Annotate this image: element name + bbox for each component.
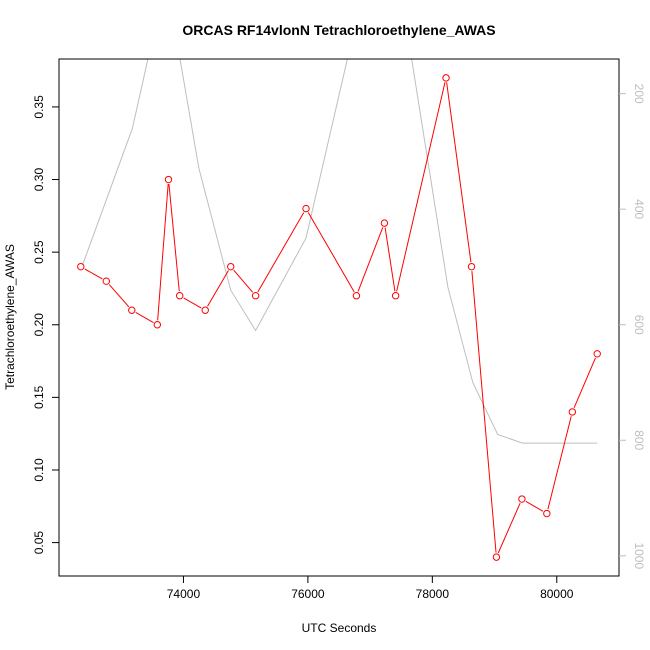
x-tick-label: 78000 [416,587,450,601]
x-tick-label: 76000 [291,587,325,601]
data-point [128,306,136,314]
series-line-segment [497,502,521,554]
series-line-segment [384,227,396,292]
data-point [201,306,209,314]
y2-axis: 200 400 600 800 1000 [619,84,646,569]
series-line-segment [471,271,497,553]
series-line-segment [108,284,130,308]
y-axis: 0.05 0.10 0.15 0.20 0.25 0.30 0.35 [32,95,59,554]
series-line-segment [547,416,572,510]
data-point [77,262,85,271]
series-line-segment [84,268,103,280]
series-line-segment [233,269,254,293]
data-point [102,277,110,285]
data-point [176,292,184,300]
y2-tick-label: 600 [632,315,646,335]
series-line-segment [135,312,154,323]
x-axis-label: UTC Seconds [302,621,377,635]
y-tick-label: 0.10 [32,458,46,482]
x-tick-label: 74000 [167,587,201,601]
data-point [153,321,162,329]
data-point [251,292,260,300]
data-point [380,219,389,227]
y-axis-label: Tetrachloroethylene_AWAS [3,244,17,390]
y-tick-label: 0.15 [32,385,46,409]
y-tick-label: 0.05 [32,531,46,555]
series-line-segment [525,500,544,512]
data-point [227,262,235,271]
series-line-segment [207,270,229,307]
data-point [391,292,400,300]
y2-tick-label: 200 [632,84,646,104]
data-point [593,350,601,358]
series-line-segment [307,212,355,293]
plot-frame [58,58,620,577]
data-point [442,74,450,82]
data-point [467,262,476,271]
series-line-segment [573,357,596,408]
data-point [568,408,577,416]
series-line-segment [396,82,446,292]
y-tick-label: 0.35 [32,95,46,119]
data-point [352,292,361,300]
secondary-series-layer [80,59,598,444]
x-axis: 74000 76000 78000 80000 [167,576,574,601]
y-tick-label: 0.20 [32,313,46,337]
x-tick-label: 80000 [540,587,574,601]
y-tick-label: 0.30 [32,168,46,192]
y2-tick-label: 1000 [632,542,646,569]
series-line-segment [168,183,180,292]
y2-tick-label: 800 [632,430,646,450]
chart-title: ORCAS RF14vlonN Tetrachloroethylene_AWAS [182,22,495,38]
y2-tick-label: 400 [632,199,646,219]
data-point [492,553,501,561]
series-line-segment [446,82,472,263]
primary-series-layer [77,74,601,561]
data-point [543,509,551,518]
series-line-segment [157,183,169,321]
series-line-segment [183,297,202,309]
series-line-segment [257,212,305,293]
data-point [518,495,526,503]
data-point [302,204,310,213]
secondary-series-line [80,59,598,444]
data-point [164,175,173,184]
series-line-segment [357,227,384,292]
y-tick-label: 0.25 [32,240,46,264]
